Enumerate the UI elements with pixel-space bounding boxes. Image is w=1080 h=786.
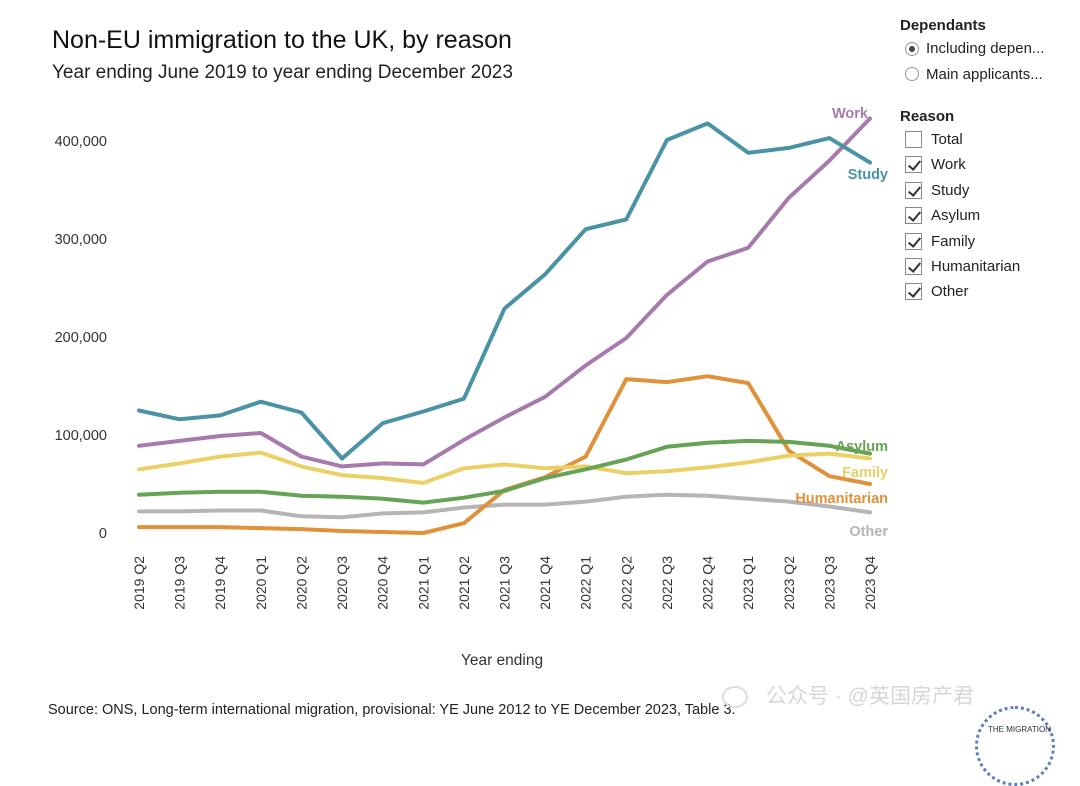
x-tick-label: 2021 Q3 — [497, 556, 513, 610]
x-tick-label: 2021 Q1 — [415, 556, 431, 610]
checkbox-icon[interactable] — [905, 130, 922, 148]
series-label-family: Family — [842, 465, 888, 481]
y-tick-label: 100,000 — [55, 428, 107, 444]
wechat-icon — [722, 686, 748, 709]
radio-main-applicants[interactable]: Main applicants... — [900, 61, 1075, 86]
checkbox-label: Humanitarian — [931, 257, 1021, 275]
x-tick-label: 2022 Q3 — [659, 556, 675, 610]
x-tick-label: 2023 Q1 — [740, 556, 756, 610]
y-tick-label: 0 — [99, 526, 107, 542]
series-line-family — [137, 450, 872, 485]
checkbox-total[interactable]: Total — [900, 127, 1075, 152]
checkbox-asylum[interactable]: Asylum — [900, 203, 1075, 228]
series-line-asylum — [137, 438, 872, 505]
y-tick-label: 400,000 — [55, 134, 107, 150]
x-tick-label: 2019 Q4 — [212, 556, 228, 610]
checkbox-label: Family — [931, 232, 976, 250]
radio-label: Main applicants... — [926, 65, 1043, 83]
checkbox-icon[interactable] — [905, 181, 922, 199]
x-axis-title: Year ending — [461, 652, 543, 669]
x-tick-label: 2019 Q2 — [131, 556, 147, 610]
x-tick-label: 2020 Q3 — [334, 556, 350, 610]
checkbox-icon[interactable] — [905, 257, 922, 275]
x-tick-label: 2023 Q3 — [821, 556, 837, 610]
checkbox-humanitarian[interactable]: Humanitarian — [900, 254, 1075, 279]
checkbox-label: Other — [931, 283, 969, 301]
y-tick-label: 200,000 — [55, 330, 107, 346]
series-line-work — [137, 116, 872, 469]
logo-badge — [975, 706, 1055, 786]
radio-including-dependants[interactable]: Including depen... — [900, 36, 1075, 61]
x-tick-label: 2020 Q1 — [253, 556, 269, 610]
reason-heading: Reason — [900, 107, 955, 125]
series-line-other — [137, 492, 872, 520]
x-tick-label: 2022 Q2 — [618, 556, 634, 610]
dependants-heading: Dependants — [900, 17, 986, 34]
checkbox-study[interactable]: Study — [900, 178, 1075, 203]
series-label-other: Other — [849, 524, 888, 540]
radio-label: Including depen... — [926, 40, 1045, 58]
checkbox-icon[interactable] — [905, 283, 922, 301]
logo-badge-text: THE MIGRATION — [988, 725, 1051, 734]
radio-icon[interactable] — [905, 67, 919, 82]
watermark: 公众号 · @英国房产君 — [722, 680, 974, 710]
series-label-study: Study — [848, 167, 888, 183]
source-note: Source: ONS, Long-term international mig… — [48, 702, 736, 718]
checkbox-label: Study — [931, 181, 970, 199]
series-label-work: Work — [832, 106, 869, 122]
x-tick-label: 2019 Q3 — [172, 556, 188, 610]
chart-subtitle: Year ending June 2019 to year ending Dec… — [52, 62, 513, 83]
x-tick-label: 2022 Q4 — [700, 556, 716, 610]
x-tick-label: 2021 Q2 — [456, 556, 472, 610]
x-tick-label: 2021 Q4 — [537, 556, 553, 610]
chart-title: Non-EU immigration to the UK, by reason — [52, 26, 512, 54]
x-tick-label: 2023 Q4 — [862, 556, 878, 610]
checkbox-other[interactable]: Other — [900, 279, 1075, 304]
checkbox-label: Asylum — [931, 207, 981, 225]
series-line-study — [137, 121, 872, 461]
legend-panel: Dependants Including depen... Main appli… — [900, 16, 1075, 305]
checkbox-icon[interactable] — [905, 207, 922, 225]
x-tick-label: 2020 Q4 — [375, 556, 391, 610]
checkbox-family[interactable]: Family — [900, 228, 1075, 253]
y-tick-label: 300,000 — [55, 232, 107, 248]
watermark-text: 公众号 · @英国房产君 — [766, 685, 974, 708]
radio-icon[interactable] — [905, 41, 919, 56]
x-tick-label: 2023 Q2 — [781, 556, 797, 610]
line-chart: 0 100,000 200,000 300,000 400,000 2019 Q2 2019… — [55, 106, 889, 669]
checkbox-icon[interactable] — [905, 232, 922, 250]
checkbox-icon[interactable] — [905, 156, 922, 174]
checkbox-label: Total — [931, 130, 963, 148]
x-tick-label: 2022 Q1 — [578, 556, 594, 610]
checkbox-label: Work — [931, 156, 966, 174]
series-label-humanitarian: Humanitarian — [795, 491, 888, 507]
x-tick-label: 2020 Q2 — [293, 556, 309, 610]
checkbox-work[interactable]: Work — [900, 152, 1075, 177]
series-label-asylum: Asylum — [836, 439, 888, 455]
